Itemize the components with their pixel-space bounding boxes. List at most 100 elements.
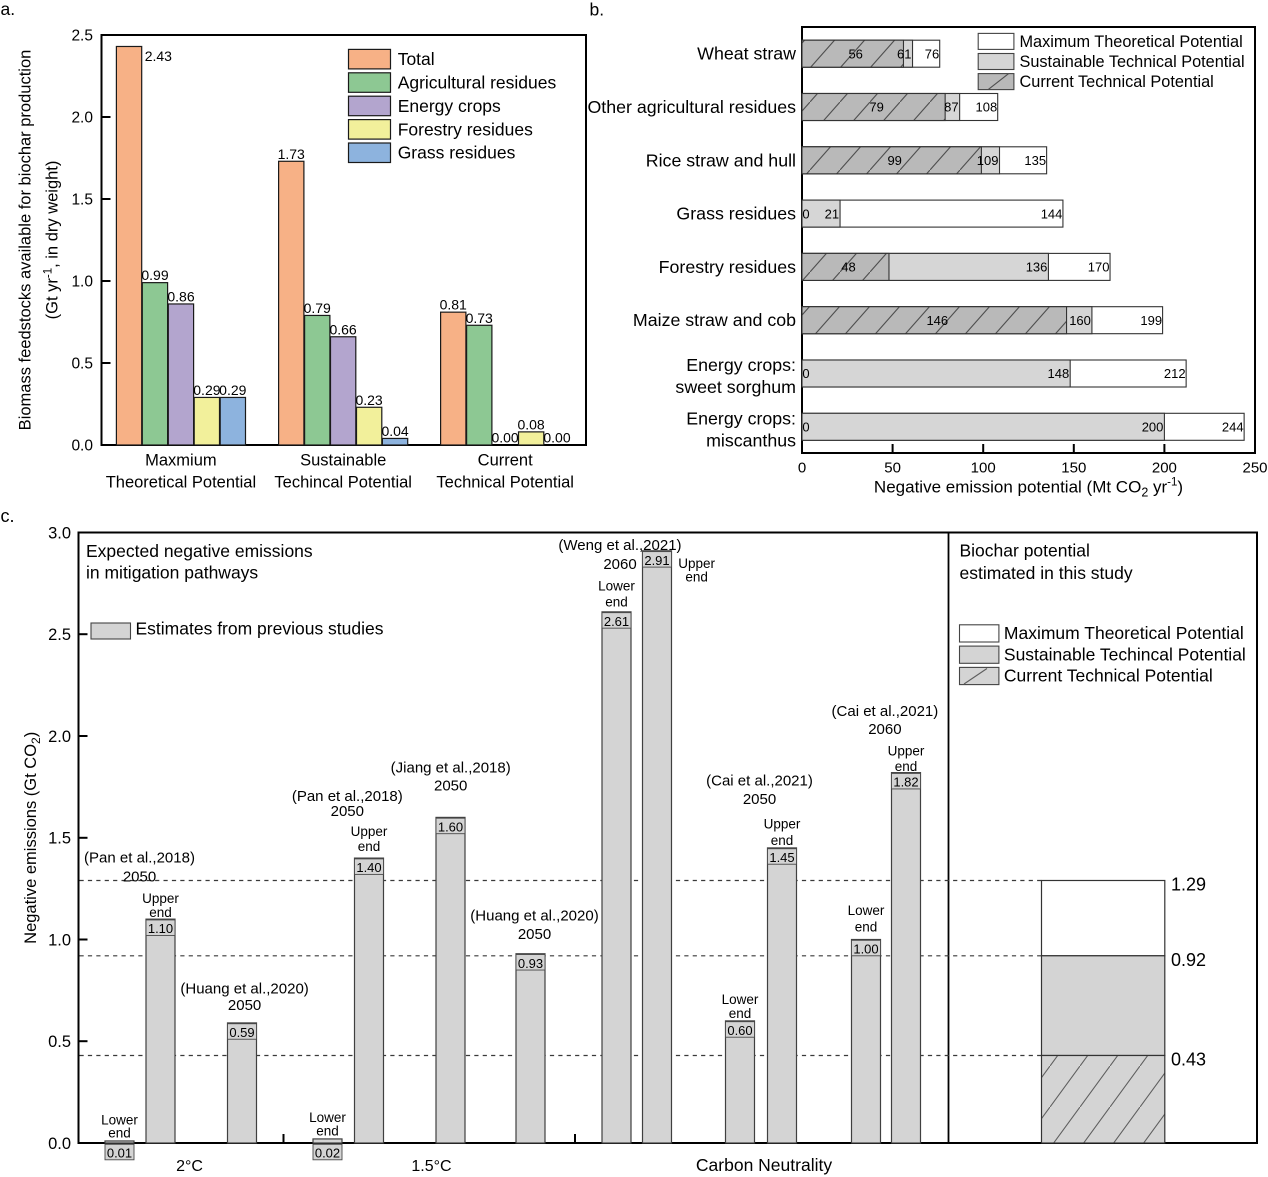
svg-text:Upper: Upper bbox=[678, 556, 715, 571]
svg-text:0.43: 0.43 bbox=[1171, 1050, 1206, 1070]
svg-text:end: end bbox=[729, 1006, 752, 1021]
svg-text:Negative emission potential (M: Negative emission potential (Mt CO2 yr-1… bbox=[874, 477, 1183, 500]
svg-text:miscanthus: miscanthus bbox=[706, 430, 796, 450]
svg-text:Current: Current bbox=[478, 452, 533, 470]
svg-text:212: 212 bbox=[1164, 366, 1186, 381]
svg-text:end: end bbox=[605, 595, 628, 610]
svg-text:Theoretical Potential: Theoretical Potential bbox=[106, 474, 256, 492]
svg-text:2050: 2050 bbox=[518, 926, 551, 943]
svg-text:estimated in this study: estimated in this study bbox=[960, 563, 1133, 583]
svg-text:Maximum Theoretical Potential: Maximum Theoretical Potential bbox=[1004, 623, 1244, 643]
svg-text:61: 61 bbox=[897, 46, 911, 61]
svg-text:Wheat straw: Wheat straw bbox=[697, 44, 796, 64]
svg-text:1.5: 1.5 bbox=[48, 830, 71, 848]
svg-text:sweet sorghum: sweet sorghum bbox=[675, 377, 796, 397]
svg-text:1.5°C: 1.5°C bbox=[411, 1158, 451, 1175]
svg-text:2.5: 2.5 bbox=[71, 28, 93, 45]
svg-text:Maize straw and cob: Maize straw and cob bbox=[633, 310, 796, 330]
svg-text:100: 100 bbox=[971, 460, 996, 477]
svg-text:0.01: 0.01 bbox=[107, 1146, 132, 1161]
svg-text:1.29: 1.29 bbox=[1171, 875, 1206, 895]
svg-text:(Huang et al.,2020): (Huang et al.,2020) bbox=[470, 908, 598, 925]
svg-text:Maxmium: Maxmium bbox=[145, 452, 217, 470]
svg-text:Lower: Lower bbox=[309, 1110, 346, 1125]
svg-text:2.91: 2.91 bbox=[644, 553, 669, 568]
svg-text:2.0: 2.0 bbox=[71, 110, 93, 127]
svg-text:end: end bbox=[316, 1124, 339, 1139]
svg-text:Biomass feedstocks available f: Biomass feedstocks available for biochar… bbox=[17, 50, 35, 431]
svg-text:(Pan et al.,2018): (Pan et al.,2018) bbox=[84, 850, 195, 867]
svg-text:0.08: 0.08 bbox=[517, 416, 544, 432]
svg-text:2.43: 2.43 bbox=[145, 48, 172, 64]
svg-text:Upper: Upper bbox=[764, 817, 801, 832]
svg-text:Upper: Upper bbox=[351, 824, 388, 839]
svg-text:160: 160 bbox=[1069, 313, 1091, 328]
svg-text:0.92: 0.92 bbox=[1171, 950, 1206, 970]
svg-text:2.5: 2.5 bbox=[48, 626, 71, 644]
svg-text:1.73: 1.73 bbox=[278, 146, 305, 162]
svg-text:(Jiang et al.,2018): (Jiang et al.,2018) bbox=[391, 760, 511, 777]
svg-text:end: end bbox=[895, 759, 918, 774]
svg-text:87: 87 bbox=[944, 100, 958, 115]
svg-text:end: end bbox=[108, 1126, 131, 1141]
svg-text:0.23: 0.23 bbox=[355, 392, 382, 408]
svg-text:50: 50 bbox=[884, 460, 901, 477]
svg-text:199: 199 bbox=[1140, 313, 1162, 328]
svg-text:Energy crops:: Energy crops: bbox=[686, 355, 796, 375]
svg-text:Rice straw and hull: Rice straw and hull bbox=[646, 150, 796, 170]
svg-text:3.0: 3.0 bbox=[48, 524, 71, 542]
svg-text:end: end bbox=[358, 839, 381, 854]
svg-text:1.0: 1.0 bbox=[48, 931, 71, 949]
svg-text:Maximum Theoretical Potential: Maximum Theoretical Potential bbox=[1020, 33, 1243, 51]
svg-text:0.00: 0.00 bbox=[543, 430, 570, 446]
svg-text:146: 146 bbox=[926, 313, 948, 328]
svg-text:Sustainable Technical Potentia: Sustainable Technical Potential bbox=[1020, 53, 1245, 71]
svg-text:21: 21 bbox=[825, 206, 839, 221]
svg-text:Lower: Lower bbox=[101, 1113, 138, 1128]
svg-text:1.82: 1.82 bbox=[893, 775, 918, 790]
svg-text:109: 109 bbox=[977, 153, 999, 168]
svg-text:Sustainable Techincal Potentia: Sustainable Techincal Potential bbox=[1004, 644, 1246, 664]
svg-text:Current Technical Potential: Current Technical Potential bbox=[1004, 666, 1213, 686]
svg-text:0.86: 0.86 bbox=[167, 289, 194, 305]
svg-text:1.40: 1.40 bbox=[356, 860, 381, 875]
svg-text:1.00: 1.00 bbox=[853, 942, 878, 957]
svg-text:0.02: 0.02 bbox=[315, 1146, 340, 1161]
svg-text:136: 136 bbox=[1026, 260, 1048, 275]
svg-text:0.81: 0.81 bbox=[440, 297, 467, 313]
svg-text:2050: 2050 bbox=[123, 868, 156, 885]
svg-text:Negative emissions (Gt CO2): Negative emissions (Gt CO2) bbox=[22, 732, 43, 944]
svg-text:Biochar potential: Biochar potential bbox=[960, 541, 1090, 561]
svg-text:b.: b. bbox=[590, 0, 605, 20]
svg-text:Energy crops:: Energy crops: bbox=[686, 408, 796, 428]
svg-text:1.60: 1.60 bbox=[438, 819, 463, 834]
svg-text:Upper: Upper bbox=[888, 744, 925, 759]
svg-text:0: 0 bbox=[802, 366, 809, 381]
svg-text:0.00: 0.00 bbox=[491, 430, 518, 446]
svg-text:0.60: 0.60 bbox=[727, 1023, 752, 1038]
svg-text:2°C: 2°C bbox=[176, 1158, 203, 1175]
svg-text:0.73: 0.73 bbox=[466, 310, 493, 326]
svg-text:0.0: 0.0 bbox=[48, 1135, 71, 1153]
svg-text:Sustainable: Sustainable bbox=[300, 452, 386, 470]
svg-text:Lower: Lower bbox=[598, 579, 635, 594]
svg-text:0.5: 0.5 bbox=[48, 1033, 71, 1051]
svg-text:(Pan et al.,2018): (Pan et al.,2018) bbox=[292, 788, 403, 805]
svg-text:2.0: 2.0 bbox=[48, 728, 71, 746]
svg-text:0.66: 0.66 bbox=[329, 321, 356, 337]
svg-text:end: end bbox=[685, 570, 708, 585]
svg-text:Total: Total bbox=[398, 49, 435, 69]
svg-text:0: 0 bbox=[802, 420, 809, 435]
svg-text:Carbon Neutrality: Carbon Neutrality bbox=[696, 1155, 832, 1175]
svg-text:in mitigation pathways: in mitigation pathways bbox=[86, 563, 258, 583]
svg-text:0.59: 0.59 bbox=[229, 1025, 254, 1040]
svg-text:135: 135 bbox=[1024, 153, 1046, 168]
svg-text:2050: 2050 bbox=[331, 803, 364, 820]
svg-text:79: 79 bbox=[869, 100, 883, 115]
svg-text:2060: 2060 bbox=[868, 721, 901, 738]
svg-text:250: 250 bbox=[1242, 460, 1267, 477]
svg-text:0.99: 0.99 bbox=[141, 267, 168, 283]
svg-text:1.45: 1.45 bbox=[769, 850, 794, 865]
svg-text:0.93: 0.93 bbox=[518, 956, 543, 971]
svg-text:56: 56 bbox=[848, 46, 862, 61]
